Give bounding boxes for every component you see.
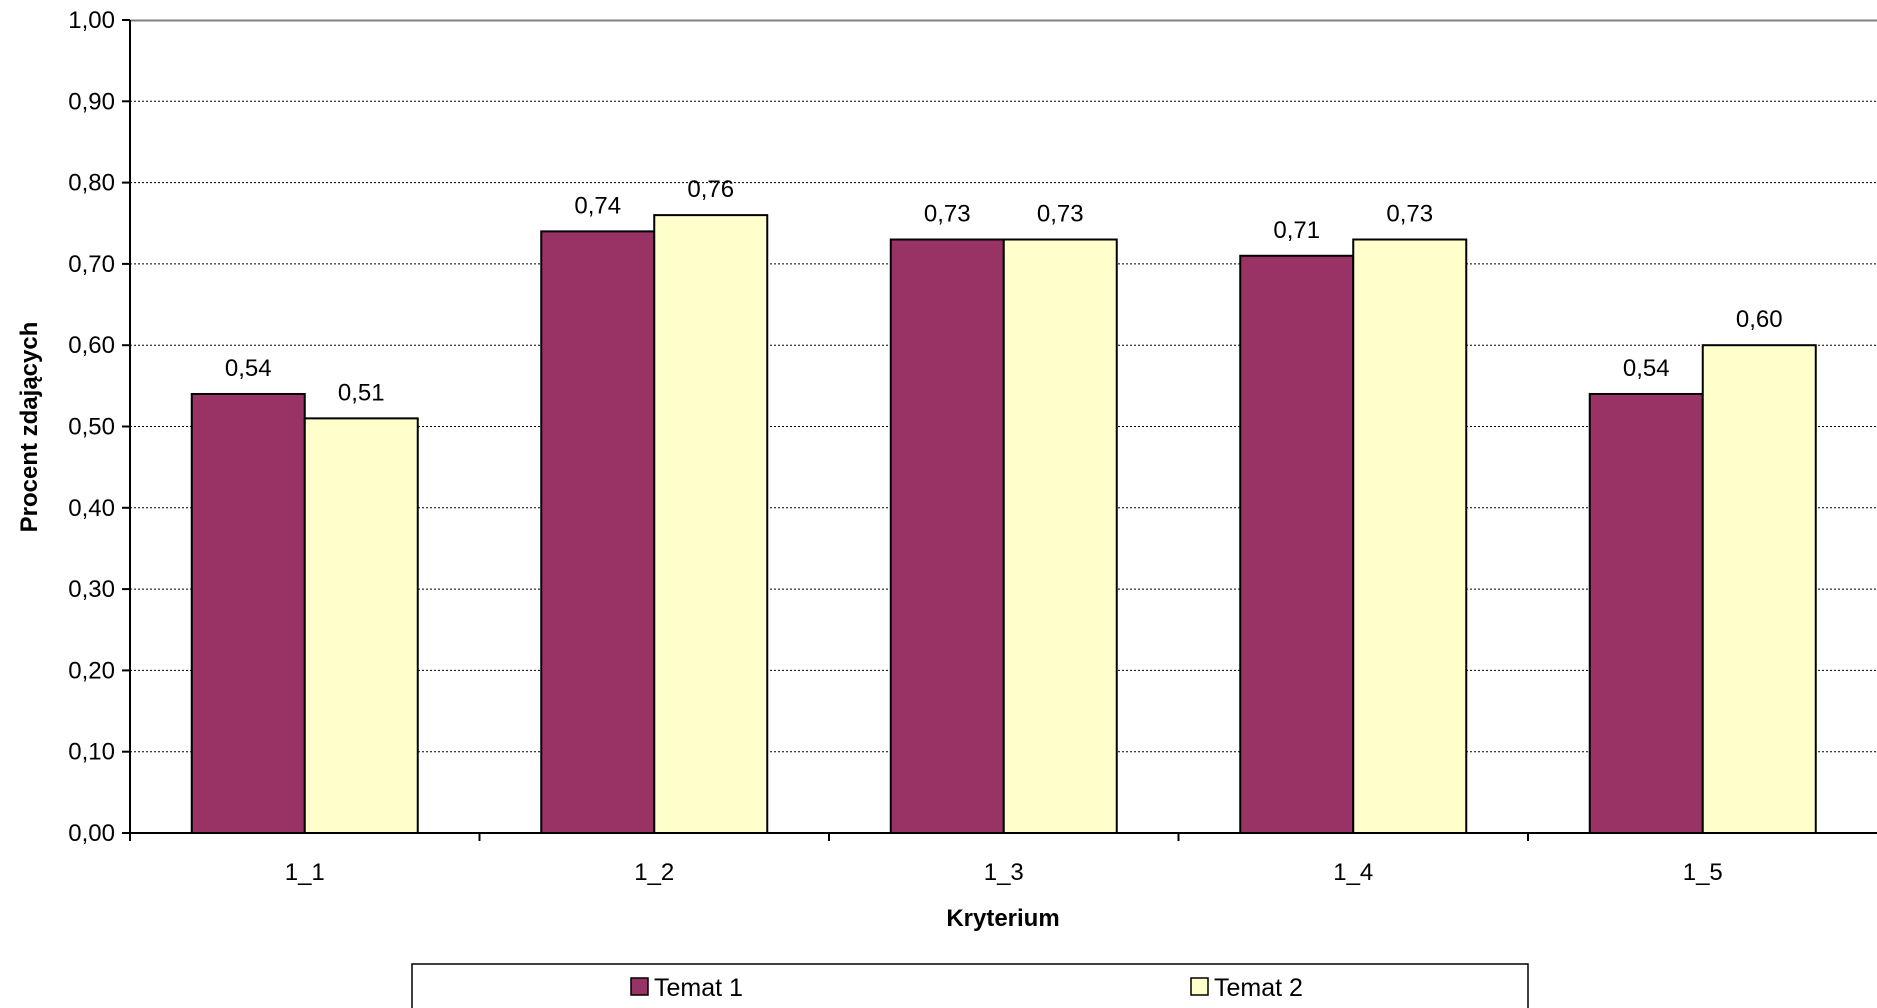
data-label: 0,74: [574, 192, 621, 219]
bar-temat-1-1_5: [1588, 392, 1704, 834]
bar-temat-2-1_1: [303, 417, 419, 834]
data-label: 0,73: [1037, 201, 1084, 228]
data-label: 0,73: [924, 201, 971, 228]
y-tick-label: 0,80: [68, 170, 115, 197]
x-tick-label: 1_1: [285, 859, 325, 886]
y-tick-label: 0,50: [68, 414, 115, 441]
y-tick-label: 0,40: [68, 495, 115, 522]
y-tick-label: 0,10: [68, 739, 115, 766]
data-label: 0,51: [338, 379, 385, 406]
y-ticks: 0,00 0,10 0,20 0,30 0,40 0,50 0,60 0,70 0,80 0,90…: [68, 7, 130, 847]
data-label: 0,54: [225, 355, 272, 382]
x-tick-label: 1_3: [984, 859, 1024, 886]
bar-temat-1-1_3: [889, 238, 1005, 834]
x-tick-label: 1_2: [634, 859, 674, 886]
legend-box: [411, 963, 1529, 1008]
bar-temat-2-1_5: [1701, 344, 1817, 834]
data-label: 0,54: [1623, 355, 1670, 382]
y-tick-label: 0,00: [68, 820, 115, 847]
x-tick-label: 1_5: [1683, 859, 1723, 886]
legend-label-temat-1: Temat 1: [654, 974, 743, 1002]
legend-label-temat-2: Temat 2: [1214, 974, 1303, 1002]
data-label: 0,60: [1736, 306, 1783, 333]
y-tick-label: 0,70: [68, 251, 115, 278]
x-tick-label: 1_4: [1333, 859, 1373, 886]
bar-temat-1-1_2: [540, 230, 656, 834]
bar-temat-2-1_2: [653, 214, 769, 834]
data-label: 0,73: [1386, 201, 1433, 228]
y-tick-label: 1,00: [68, 7, 115, 34]
bar-temat-2-1_3: [1002, 238, 1118, 834]
x-axis-title: Kryterium: [946, 905, 1059, 932]
data-labels: 0,54 0,51 0,74 0,76 0,73 0,73 0,71 0,73 0,54 0,60: [225, 176, 1783, 406]
bar-temat-1-1_1: [190, 392, 306, 834]
x-ticks: 1_1 1_2 1_3 1_4 1_5: [129, 833, 1723, 886]
bars: [190, 214, 1817, 834]
y-tick-label: 0,60: [68, 332, 115, 359]
legend-swatch-temat-1: [630, 977, 649, 996]
y-axis-title: Procent zdających: [16, 322, 43, 533]
bar-temat-1-1_4: [1239, 254, 1355, 834]
bar-temat-2-1_4: [1352, 238, 1468, 834]
y-tick-label: 0,20: [68, 657, 115, 684]
data-label: 0,76: [687, 176, 734, 203]
y-tick-label: 0,30: [68, 576, 115, 603]
legend: Temat 1 Temat 2: [411, 963, 1529, 1008]
data-label: 0,71: [1273, 217, 1320, 244]
legend-swatch-temat-2: [1190, 977, 1209, 996]
y-tick-label: 0,90: [68, 88, 115, 115]
